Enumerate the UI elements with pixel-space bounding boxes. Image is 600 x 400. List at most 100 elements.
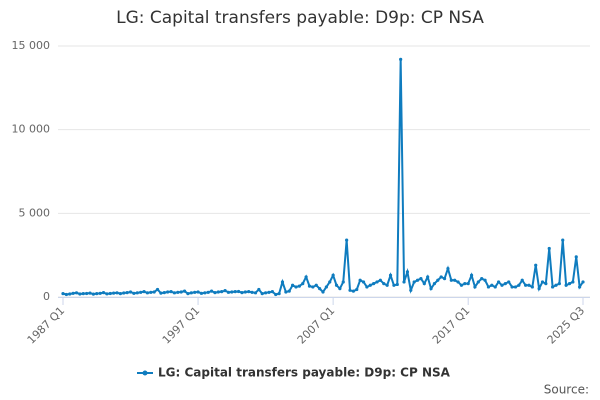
legend-label: LG: Capital transfers payable: D9p: CP N… xyxy=(158,366,451,380)
point xyxy=(328,280,332,284)
point xyxy=(95,292,99,296)
point xyxy=(139,290,143,294)
point xyxy=(284,290,288,294)
point xyxy=(125,291,129,295)
y-tick-label: 10 000 xyxy=(12,123,51,136)
point xyxy=(496,280,501,284)
point xyxy=(274,292,278,297)
point xyxy=(557,282,561,286)
point xyxy=(253,291,258,295)
point xyxy=(247,290,251,294)
point xyxy=(230,290,234,294)
point xyxy=(419,276,423,281)
point xyxy=(280,280,285,284)
point xyxy=(196,290,200,294)
point xyxy=(243,290,247,294)
point xyxy=(199,291,204,295)
y-tick-label: 15 000 xyxy=(12,39,51,52)
point xyxy=(399,57,403,61)
point xyxy=(193,290,197,294)
point xyxy=(473,285,477,289)
point xyxy=(567,282,572,286)
point xyxy=(554,283,558,287)
point xyxy=(534,263,538,267)
point xyxy=(88,291,92,295)
point xyxy=(186,292,190,296)
point xyxy=(493,285,497,289)
point xyxy=(155,287,160,292)
point xyxy=(436,278,440,282)
point xyxy=(307,284,312,288)
point xyxy=(388,273,393,277)
point xyxy=(270,290,274,294)
point xyxy=(459,283,464,287)
point xyxy=(503,282,507,286)
point xyxy=(236,289,241,294)
x-tick-label: 2017 Q1 xyxy=(430,304,473,347)
point xyxy=(145,291,150,295)
point xyxy=(561,238,565,242)
point xyxy=(412,280,416,284)
point xyxy=(142,290,146,294)
point xyxy=(263,291,268,295)
point xyxy=(341,280,345,284)
point xyxy=(220,290,224,294)
point xyxy=(422,282,426,286)
point xyxy=(355,287,359,292)
x-tick-label: 2007 Q1 xyxy=(295,304,338,347)
point xyxy=(574,255,578,259)
point xyxy=(240,291,244,295)
point xyxy=(257,287,261,292)
point xyxy=(321,290,325,294)
point xyxy=(392,283,396,287)
point xyxy=(294,285,298,289)
point xyxy=(476,280,480,284)
point xyxy=(520,278,524,282)
point xyxy=(527,283,531,287)
point xyxy=(345,238,349,242)
point xyxy=(466,282,470,286)
point xyxy=(382,282,386,286)
point xyxy=(297,284,301,288)
series-line xyxy=(62,59,584,296)
point xyxy=(351,289,355,293)
point xyxy=(544,282,548,286)
point xyxy=(334,283,339,287)
point xyxy=(510,285,514,289)
point xyxy=(68,292,72,296)
point xyxy=(372,282,376,286)
point xyxy=(250,290,254,294)
point xyxy=(101,291,106,295)
point xyxy=(361,280,366,284)
point xyxy=(469,273,474,277)
x-tick-label: 1987 Q1 xyxy=(25,304,68,347)
point xyxy=(490,283,494,287)
point xyxy=(301,282,305,286)
point xyxy=(135,291,139,295)
point xyxy=(267,290,271,294)
point xyxy=(206,290,210,294)
point xyxy=(189,291,193,295)
point xyxy=(540,280,545,284)
point xyxy=(426,275,430,279)
point xyxy=(537,287,541,291)
point xyxy=(564,283,568,287)
point xyxy=(551,285,555,289)
point xyxy=(78,292,82,296)
point xyxy=(277,292,281,296)
point xyxy=(169,290,173,294)
point xyxy=(98,291,102,295)
chart-title: LG: Capital transfers payable: D9p: CP N… xyxy=(116,8,484,28)
point xyxy=(483,278,487,282)
point xyxy=(442,276,447,281)
point xyxy=(507,280,511,284)
point xyxy=(395,282,399,287)
point xyxy=(453,278,457,282)
point xyxy=(439,275,443,279)
point xyxy=(304,275,308,279)
point xyxy=(233,290,237,294)
point xyxy=(115,291,119,295)
point xyxy=(578,285,582,289)
point xyxy=(368,283,372,287)
point xyxy=(517,283,521,287)
